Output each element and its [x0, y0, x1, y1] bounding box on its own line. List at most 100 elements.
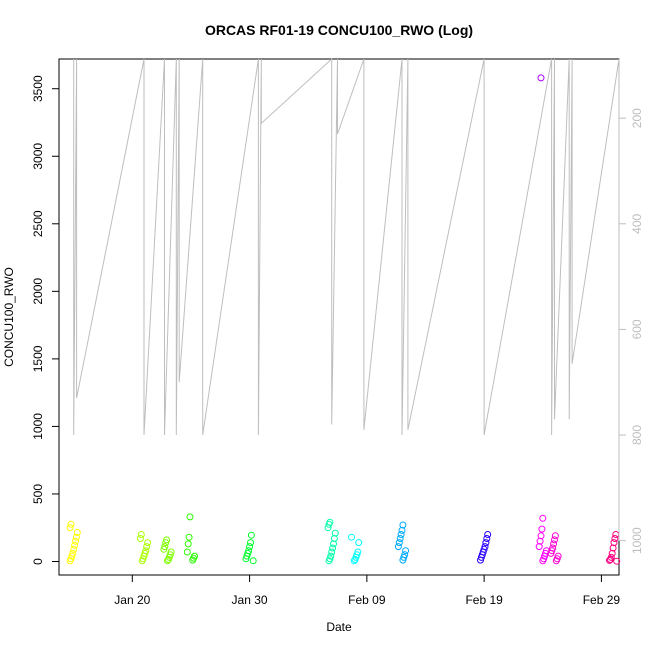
y-tick-label: 2000 [31, 278, 45, 305]
data-point [326, 518, 334, 526]
data-point [612, 531, 620, 538]
data-point [551, 532, 559, 540]
y2-tick-label: 600 [630, 319, 644, 339]
data-point [611, 535, 619, 542]
x-tick-label: Jan 20 [114, 593, 150, 607]
data-point [355, 539, 363, 547]
y-axis: 0 500 1000 1500 2000 2500 3000 3500 [31, 75, 60, 565]
series-rf12 [535, 514, 550, 565]
data-point [246, 543, 254, 551]
data-point [329, 544, 337, 552]
data-point [399, 521, 407, 529]
data-point [402, 547, 410, 555]
data-point [73, 529, 81, 536]
data-point [249, 557, 257, 565]
data-point [72, 537, 79, 545]
altitude-track-line [73, 57, 620, 436]
data-point [481, 543, 489, 551]
series-rf11 [537, 74, 545, 82]
y-tick-label: 0 [31, 558, 45, 565]
data-point [550, 540, 558, 548]
data-point [554, 552, 562, 560]
series-rf07 [348, 533, 363, 565]
data-point [395, 539, 403, 547]
data-point [70, 545, 78, 553]
data-point [163, 536, 171, 544]
x-tick-label: Jan 30 [232, 593, 268, 607]
data-point [186, 513, 194, 521]
data-point [167, 548, 175, 556]
data-point [185, 533, 193, 541]
data-point [483, 535, 491, 542]
series-rf10 [477, 531, 492, 564]
data-point [69, 549, 77, 557]
y2-tick-label: 200 [630, 108, 644, 128]
x-tick-label: Feb 29 [583, 593, 621, 607]
data-point [549, 544, 557, 552]
y-tick-label: 1000 [31, 413, 45, 440]
data-point [354, 548, 362, 556]
series-rf08 [394, 521, 410, 564]
plot-frame [58, 58, 620, 576]
data-point [539, 514, 547, 522]
data-point [137, 531, 145, 538]
y-tick-label: 1500 [31, 345, 45, 372]
data-point [401, 551, 409, 559]
data-point [245, 547, 253, 555]
data-point [164, 557, 171, 565]
data-point [396, 535, 404, 542]
y-tick-label: 500 [31, 484, 45, 504]
data-point [71, 541, 79, 549]
data-point [482, 539, 490, 547]
series-rf06 [324, 518, 339, 565]
data-point [551, 536, 558, 544]
data-point [538, 525, 546, 533]
series-rf04 [183, 513, 198, 564]
x-axis: Jan 20 Jan 30 Feb 09 Feb 19 Feb 29 [114, 574, 621, 607]
y2-tick-label: 800 [630, 425, 644, 445]
y-axis-label: CONCU100_RWO [2, 267, 16, 367]
data-point [607, 553, 615, 561]
data-point [484, 531, 492, 538]
data-point [327, 552, 335, 560]
x-tick-label: Feb 09 [348, 593, 386, 607]
x-axis-label: Date [326, 620, 352, 634]
data-point [613, 557, 621, 565]
chart-title: ORCAS RF01-19 CONCU100_RWO (Log) [205, 22, 473, 38]
data-point [350, 557, 358, 565]
data-point [136, 535, 144, 542]
y2-tick-label: 400 [630, 213, 644, 233]
data-point [183, 548, 191, 556]
series-rf05 [242, 531, 257, 565]
series-rf01 [66, 520, 81, 565]
series-rf13 [547, 532, 562, 565]
data-point [161, 543, 169, 551]
data-point [537, 74, 545, 82]
y-tick-label: 3500 [31, 75, 45, 102]
data-point [66, 524, 74, 532]
y-tick-label: 2500 [31, 210, 45, 237]
data-point [144, 539, 152, 547]
y2-tick-label: 1000 [630, 527, 644, 554]
series-rf14 [606, 531, 621, 565]
data-point [67, 520, 75, 528]
series-rf03 [160, 536, 175, 565]
data-point [191, 552, 198, 560]
data-point [72, 533, 80, 541]
data-point [143, 543, 151, 551]
points-layer [66, 74, 621, 565]
data-point [394, 543, 402, 551]
data-point [537, 532, 545, 540]
track-layer [73, 57, 620, 436]
data-point [610, 539, 618, 547]
data-point [328, 548, 336, 556]
series-rf02 [136, 531, 152, 565]
y-tick-label: 3000 [31, 143, 45, 170]
data-point [142, 547, 150, 555]
data-point [184, 540, 192, 548]
data-point [348, 533, 355, 541]
y2-axis: 200 400 600 800 1000 [618, 108, 644, 554]
data-point [397, 531, 405, 538]
data-point [331, 529, 339, 537]
